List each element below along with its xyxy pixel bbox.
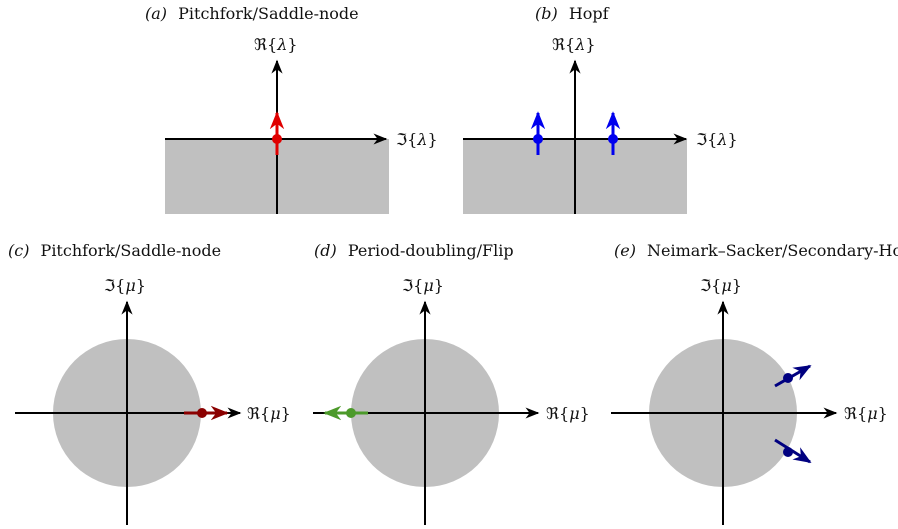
panel-b-eigenvalue-point-left <box>533 134 543 144</box>
panel-b: (b) Hopf ℜ{λ} ℑ{λ} <box>463 4 738 214</box>
panel-b-eigenvalue-point-right <box>608 134 618 144</box>
panel-b-tag: (b) <box>535 4 558 23</box>
panel-c-title: (c) Pitchfork/Saddle-node <box>8 241 221 260</box>
panel-c-vertical-axis-label: ℑ{μ} <box>104 276 146 295</box>
panel-e-eigenvalue-point-upper <box>783 373 793 383</box>
panel-b-title-text: Hopf <box>569 4 610 23</box>
panel-d: (d) Period-doubling/Flip ℑ{μ} ℜ{μ} <box>313 241 590 525</box>
panel-d-title-text: Period-doubling/Flip <box>348 241 514 260</box>
panel-d-tag: (d) <box>314 241 337 260</box>
panel-e-vertical-axis-label: ℑ{μ} <box>700 276 742 295</box>
panel-b-title: (b) Hopf <box>535 4 610 23</box>
panel-b-horizontal-axis-label: ℑ{λ} <box>696 130 738 149</box>
panel-c-tag: (c) <box>8 241 29 260</box>
panel-e-tag: (e) <box>614 241 636 260</box>
panel-c: (c) Pitchfork/Saddle-node ℑ{μ} ℜ{μ} <box>8 241 291 525</box>
panel-a-horizontal-axis-label: ℑ{λ} <box>396 130 438 149</box>
panel-e-title: (e) Neimark–Sacker/Secondary-Hopf <box>614 241 898 260</box>
panel-d-horizontal-axis-label: ℜ{μ} <box>546 404 590 423</box>
panel-e-title-text: Neimark–Sacker/Secondary-Hopf <box>647 241 898 260</box>
panel-c-horizontal-axis-label: ℜ{μ} <box>247 404 291 423</box>
panel-d-eigenvalue-point <box>346 408 356 418</box>
panel-a-vertical-axis-label: ℜ{λ} <box>254 35 298 54</box>
panel-a-tag: (a) <box>145 4 167 23</box>
panel-e-eigenvalue-point-lower <box>783 447 793 457</box>
panel-c-eigenvalue-point <box>197 408 207 418</box>
panel-e-horizontal-axis-label: ℜ{μ} <box>844 404 888 423</box>
panel-a-title: (a) Pitchfork/Saddle-node <box>145 4 359 23</box>
panel-b-vertical-axis-label: ℜ{λ} <box>552 35 596 54</box>
panel-a-eigenvalue-point <box>272 134 282 144</box>
panel-a-title-text: Pitchfork/Saddle-node <box>178 4 359 23</box>
panel-d-title: (d) Period-doubling/Flip <box>314 241 514 260</box>
panel-e: (e) Neimark–Sacker/Secondary-Hopf ℑ{μ} ℜ… <box>611 241 898 525</box>
panel-a: (a) Pitchfork/Saddle-node ℜ{λ} ℑ{λ} <box>145 4 438 214</box>
panel-c-title-text: Pitchfork/Saddle-node <box>41 241 222 260</box>
panel-d-vertical-axis-label: ℑ{μ} <box>402 276 444 295</box>
